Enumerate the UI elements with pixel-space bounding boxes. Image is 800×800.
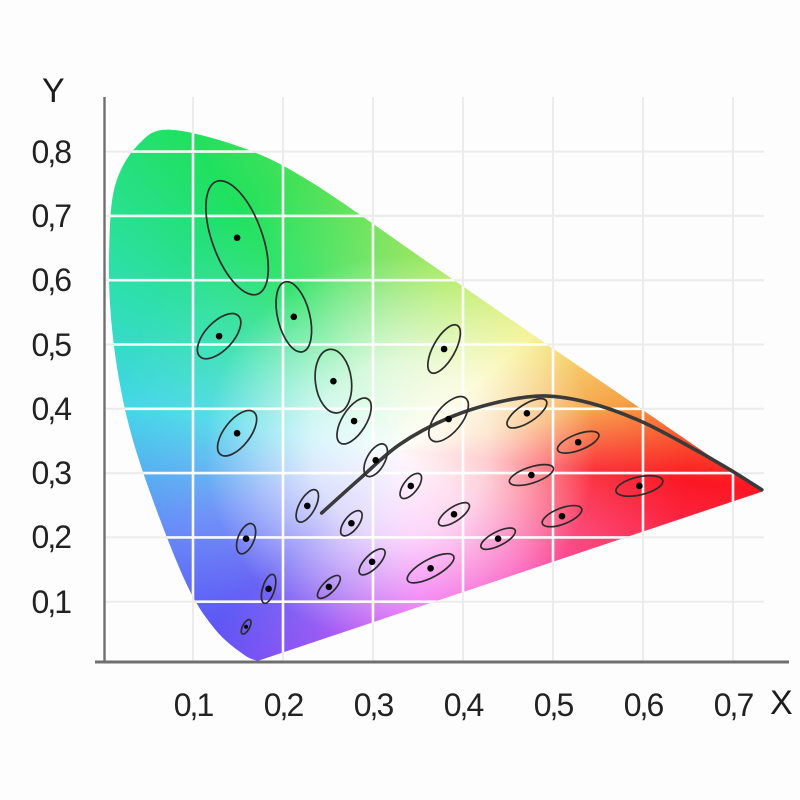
macadam-ellipse — [260, 573, 277, 605]
ellipse-center-dot — [427, 564, 434, 572]
x-tick-label: 0,1 — [173, 687, 214, 723]
ellipse-center-dot — [450, 510, 458, 518]
macadam-ellipse — [358, 547, 386, 576]
macadam-ellipse — [427, 323, 462, 375]
ellipse-center-dot — [290, 313, 298, 321]
macadam-ellipse — [240, 618, 252, 635]
ellipse-center-dot — [350, 417, 358, 425]
macadam-ellipse — [196, 312, 242, 360]
macadam-ellipse — [615, 474, 664, 498]
y-tick-label: 0,8 — [31, 133, 72, 170]
ellipse-center-dot — [244, 624, 249, 629]
macadam-ellipse — [556, 430, 600, 454]
y-tick-label: 0,4 — [31, 390, 72, 427]
ellipse-center-dot — [330, 377, 337, 385]
macadam-ellipses-group — [196, 179, 664, 635]
x-tick-label: 0,4 — [443, 687, 484, 723]
y-tick-label: 0,6 — [31, 262, 72, 299]
y-tick-label: 0,2 — [31, 519, 72, 556]
macadam-ellipse — [339, 509, 364, 537]
x-tick-label: 0,5 — [533, 687, 574, 723]
macadam-ellipse — [295, 488, 320, 523]
macadam-ellipse — [275, 280, 313, 353]
macadam-ellipse — [508, 463, 555, 487]
ellipse-center-dot — [574, 438, 582, 446]
y-tick-label: 0,5 — [31, 326, 72, 363]
macadam-ellipse — [316, 574, 342, 600]
ellipse-center-dot — [265, 585, 272, 593]
macadam-ellipse — [235, 522, 257, 555]
ellipse-center-dot — [233, 234, 241, 242]
ellipse-center-dot — [440, 345, 448, 353]
ellipse-center-dot — [304, 502, 311, 510]
ellipse-center-dot — [558, 512, 566, 520]
ellipse-center-dot — [233, 429, 241, 437]
y-tick-label: 0,1 — [31, 583, 72, 620]
x-tick-label: 0,2 — [263, 687, 304, 723]
ellipse-center-dot — [325, 583, 333, 591]
ellipse-center-dot — [636, 482, 643, 490]
ellipse-center-dot — [242, 535, 250, 542]
ellipse-center-dot — [523, 410, 531, 417]
macadam-ellipse — [336, 397, 373, 445]
ellipse-center-dot — [528, 471, 535, 479]
macadam-ellipse — [216, 409, 258, 457]
y-tick-label: 0,7 — [31, 197, 72, 234]
x-tick-label: 0,3 — [353, 687, 394, 723]
ellipse-center-dot — [348, 519, 355, 527]
macadam-ellipse — [427, 395, 470, 443]
macadam-ellipse — [541, 504, 583, 528]
ellipse-center-dot — [407, 482, 415, 490]
ellipse-center-dot — [215, 332, 223, 340]
macadam-ellipse — [399, 472, 423, 500]
x-tick-label: 0,7 — [713, 687, 754, 723]
ellipse-center-dot — [445, 415, 452, 423]
macadam-ellipse — [437, 501, 471, 527]
ellipse-center-dot — [372, 456, 380, 464]
macadam-ellipse — [205, 179, 270, 296]
y-tick-label: 0,3 — [31, 455, 72, 492]
macadam-ellipse — [314, 348, 353, 414]
ellipse-center-dot — [368, 558, 376, 566]
macadam-ellipse — [363, 443, 389, 478]
macadam-ellipse — [406, 552, 455, 584]
macadam-ellipse — [506, 397, 548, 429]
ellipse-center-dot — [494, 535, 502, 542]
y-axis-title: Y — [42, 72, 65, 110]
x-tick-label: 0,6 — [623, 687, 664, 723]
macadam-ellipse — [480, 527, 517, 551]
x-axis-title: X — [770, 684, 793, 722]
